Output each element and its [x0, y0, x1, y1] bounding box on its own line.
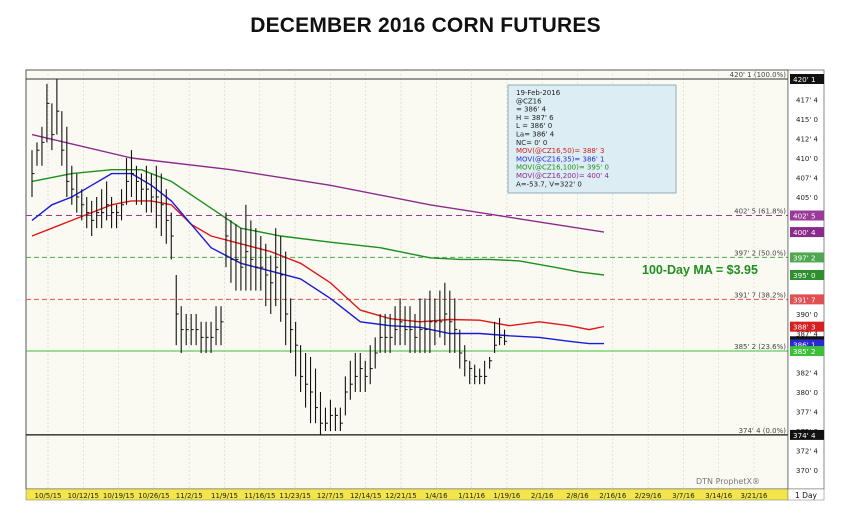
price-tag [790, 210, 824, 221]
x-tick-label: 1/19/16 [493, 492, 521, 500]
fibonacci-labels: 420' 1 (100.0%) 402' 5 (61.8%) 397' 2 (50.… [730, 71, 787, 435]
y-tick-label: 410' 0 [796, 155, 818, 163]
info-box-text: 19-Feb-2016@CZ16= 386' 4H = 387' 6L = 38… [516, 89, 609, 188]
timeframe-box [787, 488, 825, 501]
info-line: = 386' 4 [516, 106, 547, 114]
x-tick-label: 2/16/16 [599, 492, 627, 500]
info-line: MOV(@CZ16,50)= 388' 3 [516, 147, 604, 155]
price-tag-label: 420' 1 [793, 75, 816, 84]
x-tick-label: 1/11/16 [458, 492, 486, 500]
price-tag-label: 391' 7 [793, 295, 816, 304]
x-tick-label: 3/14/16 [705, 492, 733, 500]
chart-title: DECEMBER 2016 CORN FUTURES [250, 14, 601, 37]
y-tick-label: 407' 4 [796, 174, 819, 182]
info-line: MOV(@CZ16,200)= 400' 4 [516, 172, 609, 180]
price-tag [790, 227, 824, 238]
info-line: L = 386' 0 [516, 122, 552, 130]
price-tags: 402' 5 400' 4 397' 2 395' 0 391' 7 388' 3 386'… [790, 74, 824, 440]
x-tick-label: 11/2/15 [176, 492, 203, 500]
price-tag-label: 400' 4 [793, 228, 816, 237]
annotation-100day-ma: 100-Day MA = $3.95 [642, 263, 758, 277]
info-line: H = 387' 6 [516, 114, 554, 122]
x-tick-label: 11/9/15 [211, 492, 238, 500]
y-tick-label: 387' 4 [796, 330, 819, 338]
y-tick-label: 390' 0 [796, 311, 818, 319]
date-axis-labels: 10/5/15 10/12/15 10/19/15 10/26/15 11/2/15 11… [35, 492, 769, 500]
timeframe-label: 1 Day [795, 491, 818, 500]
fib-label: 374' 4 (0.0%) [739, 427, 787, 435]
x-tick-label: 3/21/16 [741, 492, 769, 500]
price-tag [790, 74, 824, 84]
y-tick-label: 372' 4 [796, 447, 819, 455]
x-tick-label: 2/1/16 [531, 492, 554, 500]
price-tag-label: 374' 4 [793, 431, 816, 440]
x-tick-label: 11/23/15 [279, 492, 310, 500]
x-tick-label: 11/16/15 [244, 492, 275, 500]
x-tick-label: 10/26/15 [138, 492, 169, 500]
y-tick-label: 370' 0 [796, 467, 818, 475]
y-tick-label: 382' 4 [796, 369, 819, 377]
fib-label: 397' 2 (50.0%) [734, 249, 786, 257]
info-box: 19-Feb-2016@CZ16= 386' 4H = 387' 6L = 38… [507, 84, 677, 194]
price-tag-label: 388' 3 [793, 323, 816, 332]
info-line: @CZ16 [516, 97, 542, 105]
price-tag [790, 321, 824, 332]
y-tick-label: 412' 4 [796, 135, 819, 143]
price-tag [790, 269, 824, 280]
price-tag-label: 395' 0 [793, 271, 816, 280]
info-line: NC= 0' 0 [516, 139, 547, 147]
price-tag-label: 386' 1 [793, 340, 816, 349]
x-tick-label: 12/21/15 [385, 492, 416, 500]
fib-label: 420' 1 (100.0%) [730, 71, 787, 79]
watermark: DTN ProphetX® [696, 477, 760, 486]
price-tag [790, 429, 824, 440]
y-tick-label: 380' 0 [796, 389, 818, 397]
x-tick-label: 10/5/15 [35, 492, 62, 500]
y-tick-label: 415' 0 [796, 116, 818, 124]
fib-label: 385' 2 (23.6%) [734, 343, 786, 351]
info-line: MOV(@CZ16,35)= 386' 1 [516, 155, 604, 163]
y-tick-label: 405' 0 [796, 194, 818, 202]
y-tick-label: 377' 4 [796, 408, 819, 416]
price-tag [790, 346, 824, 357]
fib-label: 402' 5 (61.8%) [734, 208, 786, 216]
price-bars [31, 79, 508, 435]
x-tick-label: 2/8/16 [566, 492, 589, 500]
fibonacci-levels [26, 78, 788, 436]
x-tick-label: 12/14/15 [350, 492, 381, 500]
info-line: MOV(@CZ16,100)= 395' 0 [516, 164, 609, 172]
info-line: A=-53.7, V=322' 0 [516, 180, 582, 188]
x-tick-label: 10/19/15 [103, 492, 134, 500]
price-tag-label: 402' 5 [793, 212, 816, 221]
x-tick-label: 2/29/16 [635, 492, 663, 500]
fib-label: 391' 7 (38.2%) [734, 291, 786, 299]
price-tag [790, 339, 824, 350]
info-line: 19-Feb-2016 [516, 89, 561, 97]
price-tag [790, 294, 824, 305]
x-tick-label: 3/7/16 [672, 492, 695, 500]
price-tag [790, 252, 824, 263]
vertical-grid [47, 70, 755, 489]
x-tick-label: 10/12/15 [68, 492, 99, 500]
info-line: La= 386' 4 [516, 131, 555, 139]
y-tick-label: 417' 4 [796, 96, 819, 104]
x-tick-label: 12/7/15 [317, 492, 344, 500]
x-tick-label: 1/4/16 [425, 492, 448, 500]
price-tag-label: 385' 2 [793, 347, 816, 356]
price-tag-label: 397' 2 [793, 253, 816, 262]
